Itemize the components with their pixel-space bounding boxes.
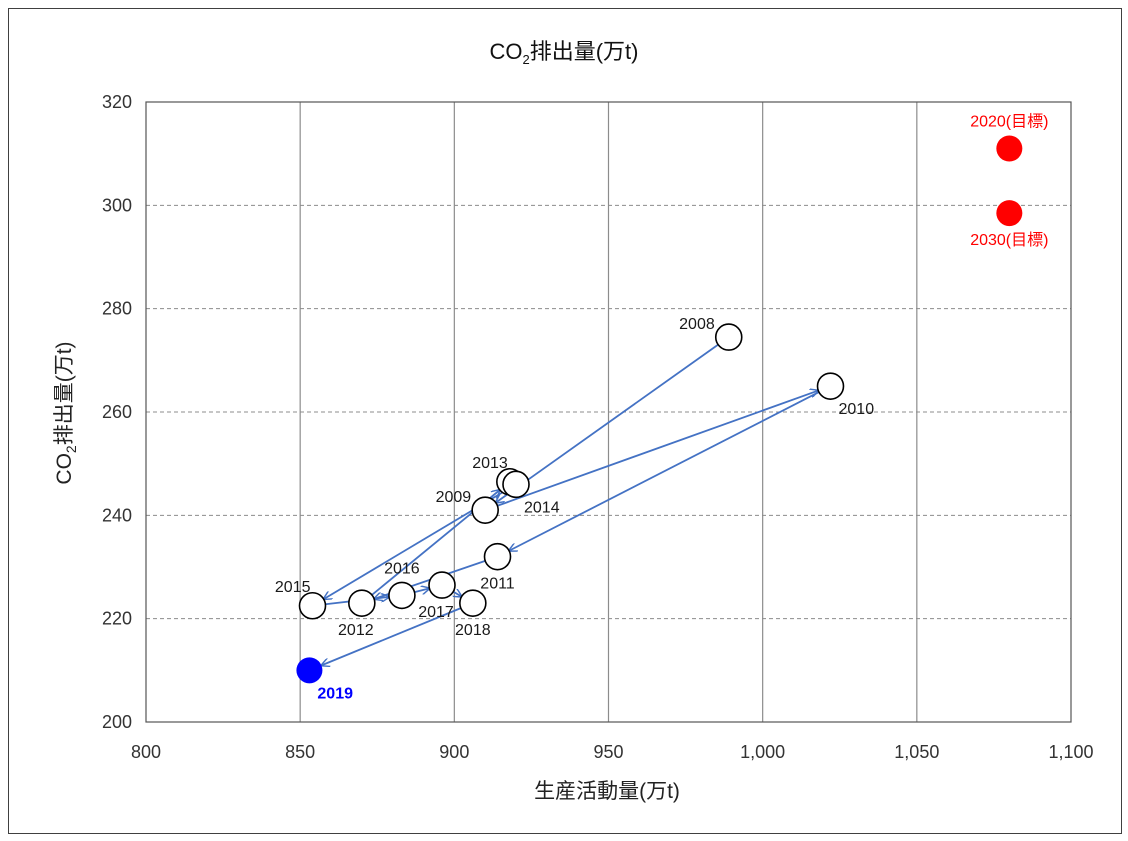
y-tick-label: 200 — [102, 712, 132, 732]
plot-area-border — [145, 101, 1072, 723]
current-point — [296, 657, 323, 684]
point-label: 2017 — [418, 604, 454, 621]
point-label: 2020(目標) — [970, 113, 1048, 131]
point-label: 2008 — [679, 316, 715, 333]
point-label: 2013 — [472, 455, 508, 472]
point-label: 2018 — [455, 622, 491, 639]
y-tick-label: 300 — [102, 195, 132, 215]
y-axis-title: CO2排出量(万t) — [53, 341, 79, 484]
trajectory-arrow — [509, 391, 820, 551]
point-label: 2016 — [384, 560, 420, 577]
data-point — [471, 496, 499, 524]
x-tick-label: 1,000 — [740, 742, 785, 762]
data-point — [298, 591, 327, 620]
data-point — [816, 372, 845, 400]
trajectory-arrow — [414, 588, 430, 592]
y-tick-label: 220 — [102, 609, 132, 629]
point-label: 2009 — [436, 489, 472, 506]
point-label: 2014 — [524, 499, 560, 516]
gridlines — [146, 102, 1071, 722]
point-label: 2010 — [839, 401, 875, 418]
point-labels: 2008 2009 2010 2011 2012 2013 2014 2015 2016 2017… — [275, 113, 1049, 703]
target-point — [996, 200, 1023, 227]
tick-labels: 200 220 240 260 280 300 320 800 850 900 950 1,000 1,… — [102, 92, 1094, 762]
trajectory-arrow — [496, 343, 719, 503]
data-point — [428, 571, 456, 599]
data-point — [348, 589, 376, 617]
trajectory-arrow — [497, 391, 818, 507]
axes — [145, 101, 1072, 723]
x-tick-label: 1,100 — [1048, 742, 1093, 762]
y-tick-label: 260 — [102, 402, 132, 422]
y-tick-label: 240 — [102, 505, 132, 525]
data-points — [296, 135, 1023, 684]
trajectory-arrow — [453, 592, 461, 597]
data-point — [388, 581, 416, 610]
point-label: 2012 — [338, 622, 374, 639]
x-tick-label: 800 — [131, 742, 161, 762]
trajectory-arrows — [321, 343, 820, 666]
data-point — [714, 323, 743, 351]
point-label: 2019 — [317, 685, 353, 702]
chart-frame — [8, 8, 1122, 834]
target-point — [996, 135, 1023, 162]
data-point — [459, 589, 487, 617]
data-point — [483, 542, 512, 571]
chart-title: CO2排出量(万t) — [490, 39, 639, 67]
point-label: 2011 — [480, 576, 515, 593]
point-label: 2015 — [275, 579, 311, 596]
y-tick-label: 280 — [102, 299, 132, 319]
y-tick-label: 320 — [102, 92, 132, 112]
data-point — [502, 470, 530, 499]
x-tick-label: 1,050 — [894, 742, 939, 762]
x-tick-label: 850 — [285, 742, 315, 762]
x-tick-label: 950 — [593, 742, 623, 762]
x-axis-title: 生産活動量(万t) — [534, 780, 680, 803]
point-label: 2030(目標) — [970, 231, 1048, 249]
trajectory-arrow — [321, 607, 462, 665]
x-tick-label: 900 — [439, 742, 469, 762]
